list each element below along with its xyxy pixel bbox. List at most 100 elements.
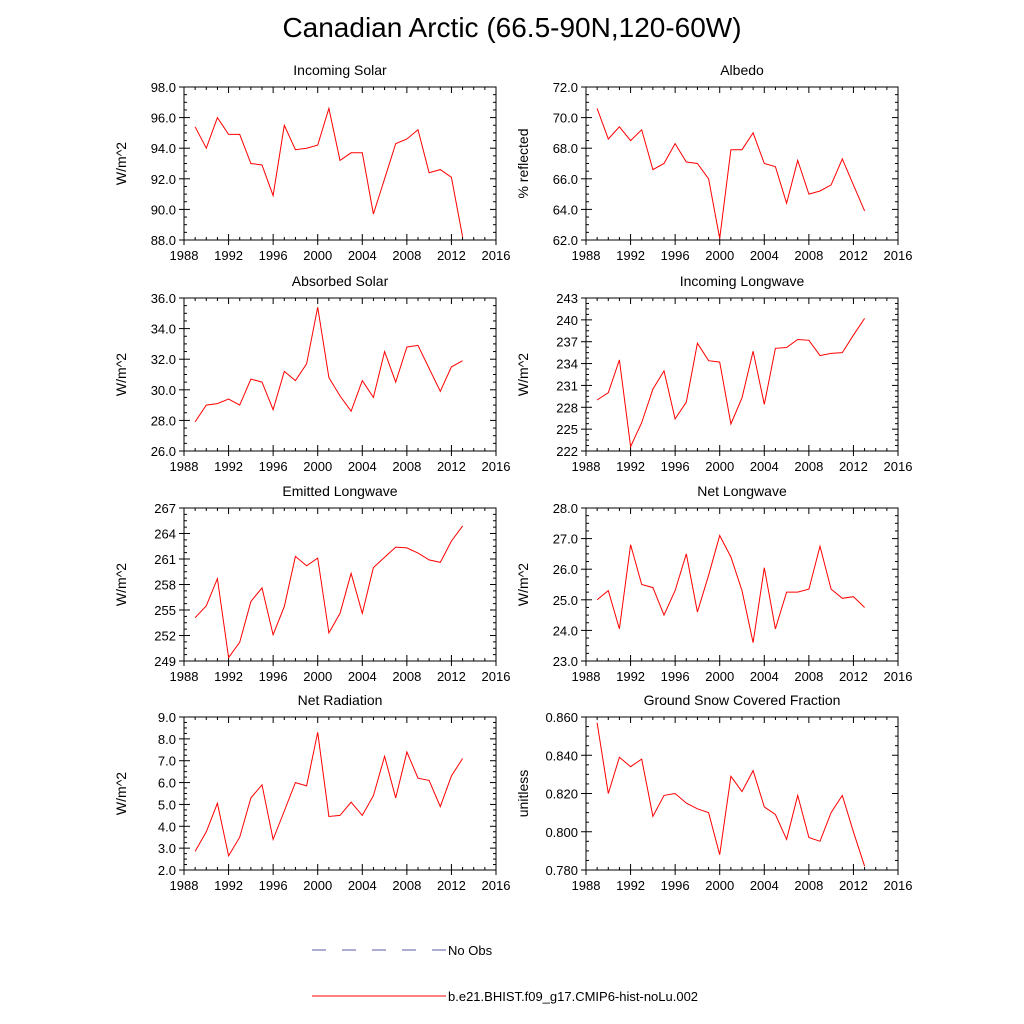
x-tick-label: 1992 (214, 248, 243, 263)
y-axis-label: W/m^2 (113, 353, 129, 396)
x-tick-label: 2012 (839, 248, 868, 263)
y-axis-label: unitless (515, 770, 531, 817)
y-tick-label: 255 (154, 603, 176, 618)
chart-title: Net Radiation (298, 692, 383, 708)
x-tick-label: 1992 (616, 669, 645, 684)
chart-title: Incoming Solar (293, 62, 387, 78)
x-tick-label: 2004 (348, 459, 377, 474)
x-tick-label: 2016 (884, 459, 913, 474)
x-tick-label: 1996 (259, 459, 288, 474)
chart-title: Incoming Longwave (680, 273, 805, 289)
legend-item-model: b.e21.BHIST.f09_g17.CMIP6-hist-noLu.002 (312, 988, 698, 1004)
x-tick-label: 2004 (750, 459, 779, 474)
plot-frame (183, 86, 497, 241)
y-tick-label: 258 (154, 578, 176, 593)
x-tick-label: 1988 (170, 459, 199, 474)
x-tick-label: 2012 (839, 878, 868, 893)
y-tick-label: 222 (556, 444, 578, 459)
x-tick-label: 1988 (572, 459, 601, 474)
plot-frame (183, 716, 497, 871)
x-tick-label: 1992 (214, 459, 243, 474)
y-tick-label: 27.0 (553, 532, 578, 547)
y-tick-label: 0.800 (545, 825, 578, 840)
y-tick-label: 28.0 (553, 501, 578, 516)
x-tick-label: 1992 (214, 878, 243, 893)
x-tick-label: 2016 (884, 878, 913, 893)
x-tick-label: 2016 (884, 669, 913, 684)
x-tick-label: 2000 (705, 669, 734, 684)
x-tick-label: 2000 (705, 248, 734, 263)
y-tick-label: 267 (154, 501, 176, 516)
y-tick-label: 36.0 (151, 291, 176, 306)
y-tick-label: 0.840 (545, 748, 578, 763)
y-tick-label: 92.0 (151, 172, 176, 187)
x-tick-label: 2012 (437, 878, 466, 893)
y-tick-label: 23.0 (553, 654, 578, 669)
x-tick-label: 2000 (705, 459, 734, 474)
y-tick-label: 34.0 (151, 322, 176, 337)
chart-net-longwave: 1988 1992 1996 2000 2004 2008 2012 2016 23.0 24.0… (515, 483, 912, 684)
series-line (596, 108, 866, 239)
x-tick-label: 2008 (392, 669, 421, 684)
chart-title: Absorbed Solar (292, 273, 389, 289)
x-tick-label: 2008 (794, 669, 823, 684)
y-tick-label: 0.820 (545, 787, 578, 802)
x-tick-label: 2004 (750, 248, 779, 263)
y-tick-label: 237 (556, 335, 578, 350)
y-tick-label: 240 (556, 313, 578, 328)
x-tick-label: 1996 (661, 459, 690, 474)
x-tick-label: 1996 (661, 878, 690, 893)
x-tick-label: 2000 (705, 878, 734, 893)
y-tick-label: 8.0 (158, 732, 176, 747)
y-axis-label: % reflected (515, 128, 531, 198)
x-tick-label: 2016 (482, 248, 511, 263)
chart-incoming-solar: 1988 1992 1996 2000 2004 2008 2012 2016 88.0 90.0… (113, 62, 510, 263)
y-tick-label: 66.0 (553, 172, 578, 187)
y-axis-label: W/m^2 (113, 142, 129, 185)
x-tick-label: 1992 (616, 878, 645, 893)
x-tick-label: 2004 (750, 878, 779, 893)
y-tick-label: 234 (556, 357, 578, 372)
series-line (596, 722, 866, 867)
y-tick-label: 68.0 (553, 141, 578, 156)
y-axis-label: W/m^2 (113, 772, 129, 815)
x-tick-label: 1992 (214, 669, 243, 684)
x-tick-label: 1996 (661, 669, 690, 684)
legend-label-model: b.e21.BHIST.f09_g17.CMIP6-hist-noLu.002 (448, 988, 699, 1004)
plot-frame (585, 507, 899, 662)
x-tick-label: 1996 (259, 248, 288, 263)
x-tick-label: 1988 (572, 248, 601, 263)
chart-emitted-longwave: 1988 1992 1996 2000 2004 2008 2012 2016 249 252 25… (113, 483, 510, 684)
chart-absorbed-solar: 1988 1992 1996 2000 2004 2008 2012 2016 26.0 28.0… (113, 273, 510, 474)
y-tick-label: 30.0 (151, 383, 176, 398)
x-tick-label: 2012 (437, 248, 466, 263)
chart-incoming-longwave: 1988 1992 1996 2000 2004 2008 2012 2016 222 225 22… (515, 273, 912, 474)
x-tick-label: 2008 (794, 878, 823, 893)
x-tick-label: 2004 (750, 669, 779, 684)
x-tick-label: 1988 (170, 669, 199, 684)
y-tick-label: 90.0 (151, 202, 176, 217)
x-tick-label: 2016 (482, 459, 511, 474)
y-tick-label: 25.0 (553, 593, 578, 608)
x-tick-label: 2012 (839, 669, 868, 684)
x-tick-label: 2016 (482, 878, 511, 893)
chart-albedo: 1988 1992 1996 2000 2004 2008 2012 2016 62.0 64.0… (515, 62, 912, 263)
y-tick-label: 252 (154, 629, 176, 644)
y-tick-label: 261 (154, 552, 176, 567)
y-tick-label: 64.0 (553, 202, 578, 217)
y-tick-label: 88.0 (151, 233, 176, 248)
x-tick-label: 2004 (348, 878, 377, 893)
x-tick-label: 2008 (392, 459, 421, 474)
y-tick-label: 26.0 (553, 562, 578, 577)
x-tick-label: 2012 (839, 459, 868, 474)
figure-title: Canadian Arctic (66.5-90N,120-60W) (282, 12, 742, 43)
series-line (596, 534, 865, 643)
x-tick-label: 2000 (303, 248, 332, 263)
x-tick-label: 2016 (482, 669, 511, 684)
x-tick-label: 2012 (437, 669, 466, 684)
x-tick-label: 2000 (303, 669, 332, 684)
y-tick-label: 5.0 (158, 797, 176, 812)
x-tick-label: 1988 (572, 669, 601, 684)
legend-dashed-line-icon (312, 949, 446, 951)
